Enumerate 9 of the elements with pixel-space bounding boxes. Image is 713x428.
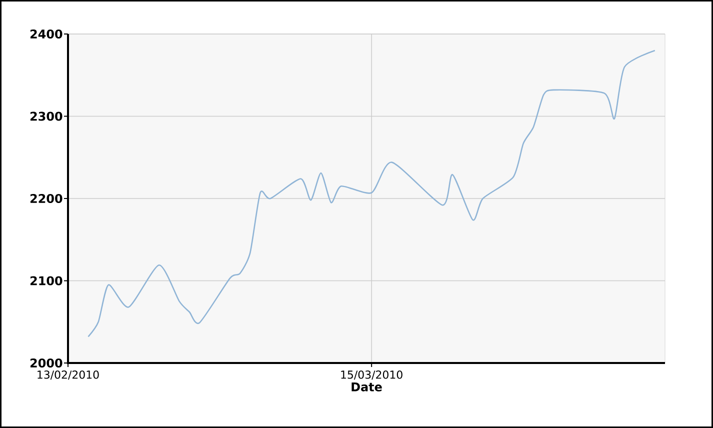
y-tick-label: 2000: [30, 358, 62, 368]
x-tick-label: 13/02/2010: [38, 370, 99, 380]
x-tick-label: 15/03/2010: [341, 370, 402, 380]
x-axis-title: Date: [352, 382, 382, 392]
line-series: [88, 50, 656, 338]
y-tick-label: 2300: [30, 112, 62, 121]
y-tick-label: 2100: [30, 276, 62, 286]
y-tick-label: 2400: [30, 29, 62, 39]
y-tick-label: 2200: [30, 194, 62, 204]
